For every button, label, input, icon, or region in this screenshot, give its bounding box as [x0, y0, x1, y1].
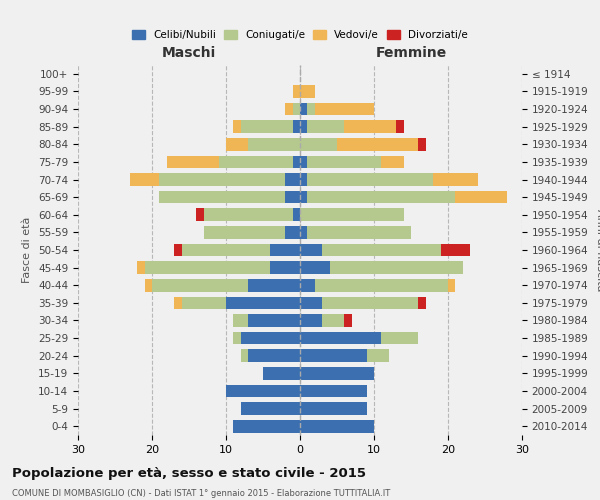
- Bar: [263, 367, 300, 380]
- Bar: [293, 102, 300, 116]
- Bar: [226, 296, 300, 309]
- Bar: [182, 244, 271, 256]
- Text: Femmine: Femmine: [376, 46, 446, 60]
- Bar: [307, 102, 315, 116]
- Bar: [248, 138, 300, 150]
- Bar: [248, 350, 300, 362]
- Bar: [322, 244, 440, 256]
- Bar: [300, 102, 307, 116]
- Bar: [440, 244, 470, 256]
- Bar: [329, 262, 463, 274]
- Bar: [196, 208, 204, 221]
- Y-axis label: Anni di nascita: Anni di nascita: [595, 209, 600, 291]
- Bar: [300, 85, 315, 98]
- Bar: [396, 120, 404, 133]
- Bar: [307, 173, 433, 186]
- Bar: [382, 156, 404, 168]
- Bar: [130, 173, 160, 186]
- Bar: [344, 314, 352, 327]
- Text: Maschi: Maschi: [162, 46, 216, 60]
- Bar: [300, 173, 307, 186]
- Bar: [241, 350, 248, 362]
- Text: COMUNE DI MOMBASIGLIO (CN) - Dati ISTAT 1° gennaio 2015 - Elaborazione TUTTITALI: COMUNE DI MOMBASIGLIO (CN) - Dati ISTAT …: [12, 489, 390, 498]
- Bar: [241, 402, 300, 415]
- Bar: [337, 138, 418, 150]
- Bar: [300, 226, 307, 238]
- Bar: [315, 279, 448, 291]
- Bar: [145, 262, 271, 274]
- Bar: [285, 226, 300, 238]
- Legend: Celibi/Nubili, Coniugati/e, Vedovi/e, Divorziati/e: Celibi/Nubili, Coniugati/e, Vedovi/e, Di…: [128, 26, 472, 44]
- Bar: [455, 191, 507, 203]
- Bar: [448, 279, 455, 291]
- Bar: [300, 191, 307, 203]
- Bar: [307, 226, 411, 238]
- Bar: [285, 102, 293, 116]
- Bar: [300, 367, 374, 380]
- Bar: [204, 208, 293, 221]
- Bar: [433, 173, 478, 186]
- Bar: [300, 296, 322, 309]
- Bar: [307, 156, 382, 168]
- Bar: [300, 120, 307, 133]
- Bar: [300, 262, 329, 274]
- Bar: [300, 384, 367, 398]
- Bar: [137, 262, 145, 274]
- Bar: [218, 156, 293, 168]
- Bar: [160, 191, 285, 203]
- Y-axis label: Fasce di età: Fasce di età: [22, 217, 32, 283]
- Bar: [300, 244, 322, 256]
- Bar: [418, 138, 426, 150]
- Bar: [307, 191, 455, 203]
- Bar: [300, 208, 404, 221]
- Bar: [167, 156, 218, 168]
- Bar: [226, 138, 248, 150]
- Bar: [152, 279, 248, 291]
- Bar: [293, 156, 300, 168]
- Bar: [241, 332, 300, 344]
- Bar: [248, 314, 300, 327]
- Bar: [174, 244, 182, 256]
- Bar: [233, 420, 300, 432]
- Bar: [300, 402, 367, 415]
- Bar: [322, 296, 418, 309]
- Bar: [293, 85, 300, 98]
- Bar: [271, 244, 300, 256]
- Bar: [315, 102, 374, 116]
- Bar: [233, 332, 241, 344]
- Bar: [367, 350, 389, 362]
- Bar: [174, 296, 182, 309]
- Bar: [307, 120, 344, 133]
- Bar: [293, 208, 300, 221]
- Bar: [322, 314, 344, 327]
- Bar: [300, 420, 374, 432]
- Bar: [418, 296, 426, 309]
- Bar: [293, 120, 300, 133]
- Text: Popolazione per età, sesso e stato civile - 2015: Popolazione per età, sesso e stato civil…: [12, 468, 366, 480]
- Bar: [145, 279, 152, 291]
- Bar: [382, 332, 418, 344]
- Bar: [285, 173, 300, 186]
- Bar: [233, 314, 248, 327]
- Bar: [300, 350, 367, 362]
- Bar: [233, 120, 241, 133]
- Bar: [248, 279, 300, 291]
- Bar: [226, 384, 300, 398]
- Bar: [344, 120, 396, 133]
- Bar: [300, 314, 322, 327]
- Bar: [271, 262, 300, 274]
- Bar: [182, 296, 226, 309]
- Bar: [160, 173, 285, 186]
- Bar: [300, 138, 337, 150]
- Bar: [300, 332, 382, 344]
- Bar: [285, 191, 300, 203]
- Bar: [241, 120, 293, 133]
- Bar: [300, 279, 315, 291]
- Bar: [204, 226, 285, 238]
- Bar: [300, 156, 307, 168]
